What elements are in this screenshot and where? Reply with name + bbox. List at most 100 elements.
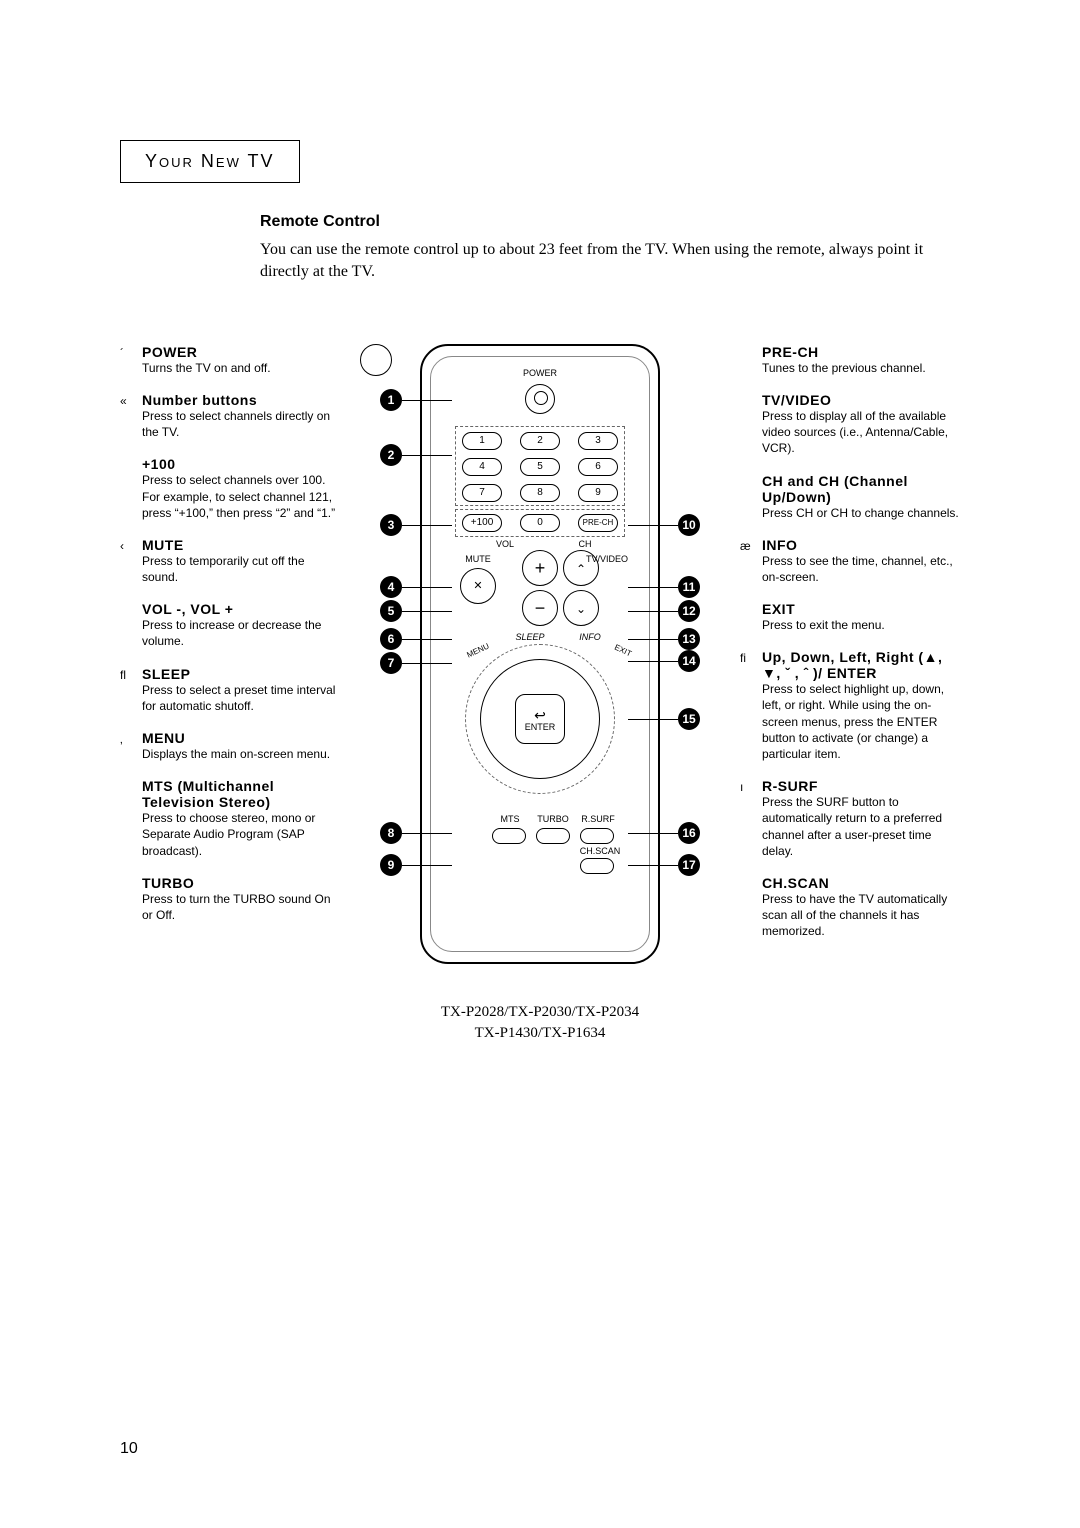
bullet: ﬂ (120, 668, 132, 682)
intro-text: You can use the remote control up to abo… (260, 239, 960, 284)
desc-item: +100Press to select channels over 100. F… (120, 456, 340, 521)
callout-10: 10 (678, 514, 700, 536)
page-header-box: Your New TV (120, 140, 300, 183)
bullet: « (120, 394, 132, 408)
desc-item: ´ POWERTurns the TV on and off. (120, 344, 340, 376)
item-title: CH.SCAN (762, 875, 960, 891)
num-5: 5 (520, 458, 560, 476)
callout-1: 1 (380, 389, 402, 411)
item-body: Press to select channels directly on the… (142, 408, 340, 440)
num-9: 9 (578, 484, 618, 502)
callout-12: 12 (678, 600, 700, 622)
chscan-label: CH.SCAN (578, 846, 622, 856)
callout-lead (402, 639, 452, 640)
item-title: INFO (762, 537, 960, 553)
item-body: Press CH or CH to change channels. (762, 505, 960, 521)
item-title: MUTE (142, 537, 340, 553)
num-6: 6 (578, 458, 618, 476)
callout-2: 2 (380, 444, 402, 466)
callout-11: 11 (678, 576, 700, 598)
tvvideo-button (360, 344, 392, 376)
callout-lead (402, 525, 452, 526)
remote-diagram: POWER 123456789 +100 0 PRE-CH VOL CH MUT… (360, 344, 720, 984)
model-line-2: TX-P1430/TX-P1634 (441, 1023, 639, 1044)
item-title: CH and CH (Channel Up/Down) (762, 473, 960, 505)
callout-lead (628, 661, 678, 662)
model-caption: TX-P2028/TX-P2030/TX-P2034 TX-P1430/TX-P… (441, 1002, 639, 1044)
bullet: ‚ (120, 732, 132, 746)
callout-lead (628, 611, 678, 612)
ch-up-button (563, 550, 599, 586)
item-body: Press to exit the menu. (762, 617, 960, 633)
desc-item: ‚MENUDisplays the main on-screen menu. (120, 730, 340, 762)
desc-item: MTS (Multichannel Television Stereo)Pres… (120, 778, 340, 859)
desc-item: CH and CH (Channel Up/Down)Press CH or C… (740, 473, 960, 521)
bullet: ı (740, 780, 752, 794)
bullet: æ (740, 539, 752, 553)
callout-13: 13 (678, 628, 700, 650)
callout-lead (402, 833, 452, 834)
enter-button: ENTER (515, 694, 565, 744)
section-title: Remote Control (260, 213, 960, 231)
callout-6: 6 (380, 628, 402, 650)
turbo-button (536, 828, 570, 844)
bullet: ´ (120, 346, 132, 360)
callout-14: 14 (678, 650, 700, 672)
turbo-label: TURBO (533, 814, 573, 824)
item-title: +100 (142, 456, 340, 472)
page-number: 10 (120, 1440, 138, 1458)
prech-button: PRE-CH (578, 514, 618, 532)
callout-9: 9 (380, 854, 402, 876)
callout-lead (628, 865, 678, 866)
callout-lead (402, 400, 452, 401)
item-body: Press to display all of the available vi… (762, 408, 960, 457)
item-body: Press to turn the TURBO sound On or Off. (142, 891, 340, 923)
vol-minus-button (522, 590, 558, 626)
callout-lead (628, 833, 678, 834)
mute-button (460, 568, 496, 604)
desc-item: EXITPress to exit the menu. (740, 601, 960, 633)
callout-lead (402, 865, 452, 866)
item-title: VOL -, VOL + (142, 601, 340, 617)
callout-lead (402, 587, 452, 588)
item-body: Turns the TV on and off. (142, 360, 340, 376)
item-title: POWER (142, 344, 340, 360)
item-body: Tunes to the previous channel. (762, 360, 960, 376)
desc-item: ﬁUp, Down, Left, Right (▲, ▼, ˇ , ˆ )/ E… (740, 649, 960, 762)
num-3: 3 (578, 432, 618, 450)
center-column: POWER 123456789 +100 0 PRE-CH VOL CH MUT… (360, 344, 720, 1044)
item-body: Press to have the TV automatically scan … (762, 891, 960, 940)
item-title: SLEEP (142, 666, 340, 682)
item-body: Press to temporarily cut off the sound. (142, 553, 340, 585)
ch-label: CH (570, 539, 600, 549)
item-title: PRE-CH (762, 344, 960, 360)
callout-4: 4 (380, 576, 402, 598)
item-body: Displays the main on-screen menu. (142, 746, 340, 762)
item-body: Press the SURF button to automatically r… (762, 794, 960, 859)
bullet: ‹ (120, 539, 132, 553)
vol-label: VOL (490, 539, 520, 549)
num-2: 2 (520, 432, 560, 450)
callout-lead (402, 455, 452, 456)
item-title: R-SURF (762, 778, 960, 794)
item-body: Press to select highlight up, down, left… (762, 681, 960, 762)
item-body: Press to increase or decrease the volume… (142, 617, 340, 649)
item-title: Up, Down, Left, Right (▲, ▼, ˇ , ˆ )/ EN… (762, 649, 960, 681)
left-column: ´ POWERTurns the TV on and off. «Number bu… (120, 344, 340, 939)
mts-button (492, 828, 526, 844)
mute-label: MUTE (460, 554, 496, 564)
item-title: TV/VIDEO (762, 392, 960, 408)
desc-item: TURBOPress to turn the TURBO sound On or… (120, 875, 340, 923)
item-body: Press to select channels over 100. For e… (142, 472, 340, 521)
item-body: Press to choose stereo, mono or Separate… (142, 810, 340, 859)
num-0: 0 (520, 514, 560, 532)
rsurf-label: R.SURF (578, 814, 618, 824)
right-column: PRE-CHTunes to the previous channel. TV/V… (740, 344, 960, 956)
power-button (525, 384, 555, 414)
callout-8: 8 (380, 822, 402, 844)
desc-item: «Number buttonsPress to select channels … (120, 392, 340, 440)
item-body: Press to see the time, channel, etc., on… (762, 553, 960, 585)
item-body: Press to select a preset time interval f… (142, 682, 340, 714)
ch-down-button (563, 590, 599, 626)
item-title: EXIT (762, 601, 960, 617)
